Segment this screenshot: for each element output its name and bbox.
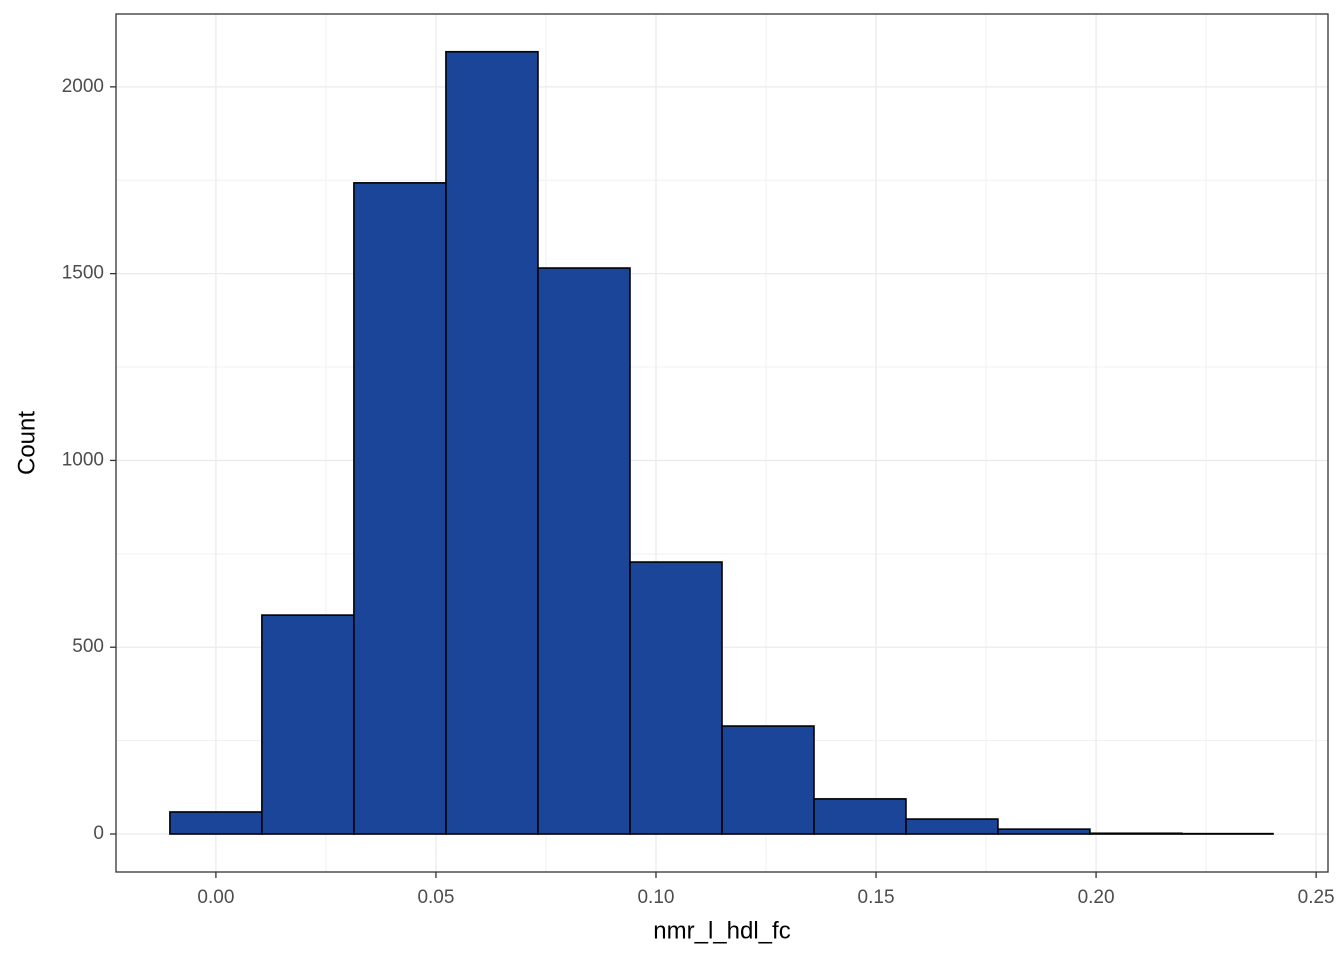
x-tick-label: 0.00 [197,887,234,908]
x-axis-title: nmr_l_hdl_fc [653,917,790,944]
bar [537,267,631,835]
x-tick-label: 0.25 [1298,887,1335,908]
y-tick-label: 2000 [62,76,104,97]
x-tick-label: 0.05 [417,887,454,908]
x-tick-label: 0.15 [858,887,895,908]
bar [721,725,815,835]
y-tick-label: 0 [93,823,104,844]
bar [997,828,1091,835]
x-tick-label: 0.10 [637,887,674,908]
bar [629,561,723,835]
bar [813,798,907,835]
bar [1089,832,1183,835]
x-tick-label: 0.20 [1078,887,1115,908]
y-tick-label: 1500 [62,263,104,284]
bar [169,811,263,835]
bar [353,182,447,835]
y-tick-label: 1000 [62,449,104,470]
bar [905,818,999,835]
y-axis-title: Count [13,411,40,475]
bar [445,50,539,835]
bar [261,614,355,835]
plot-border [115,13,1329,873]
y-tick-label: 500 [72,636,104,657]
